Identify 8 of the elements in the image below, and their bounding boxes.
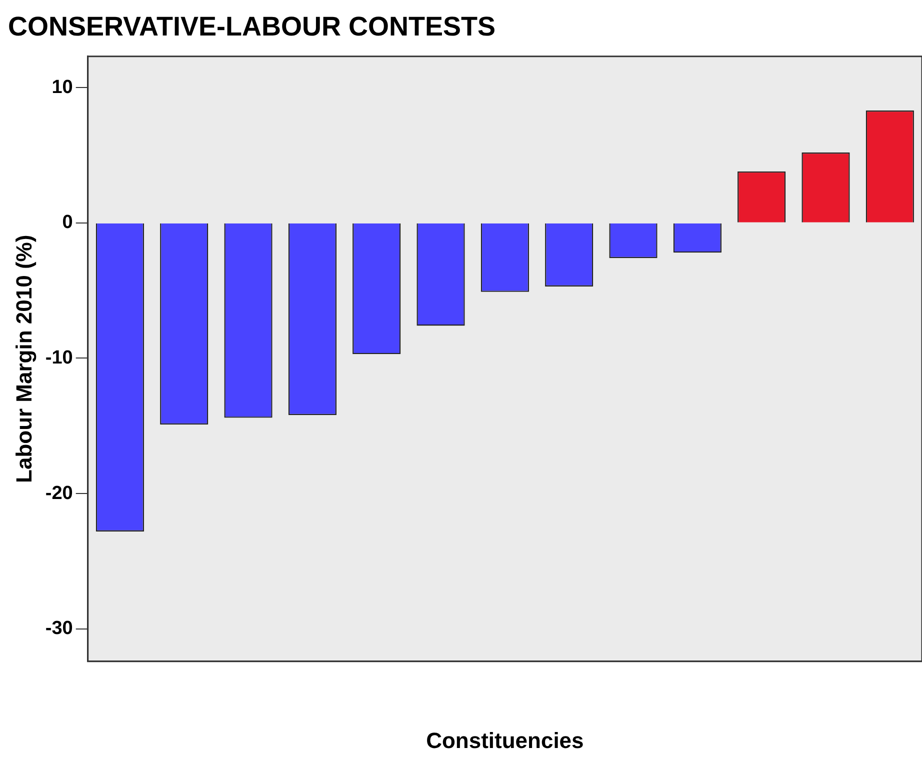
y-tick-label: -20 — [45, 482, 73, 504]
y-tick-label: 0 — [62, 212, 73, 234]
x-axis-title: Constituencies — [426, 728, 584, 753]
chart-title: CONSERVATIVE-LABOUR CONTESTS — [8, 12, 496, 42]
y-tick-label: 10 — [52, 76, 73, 98]
y-tick-label: -30 — [45, 618, 73, 640]
y-axis-title: Labour Margin 2010 (%) — [11, 234, 36, 483]
y-tick-label: -10 — [45, 347, 73, 368]
